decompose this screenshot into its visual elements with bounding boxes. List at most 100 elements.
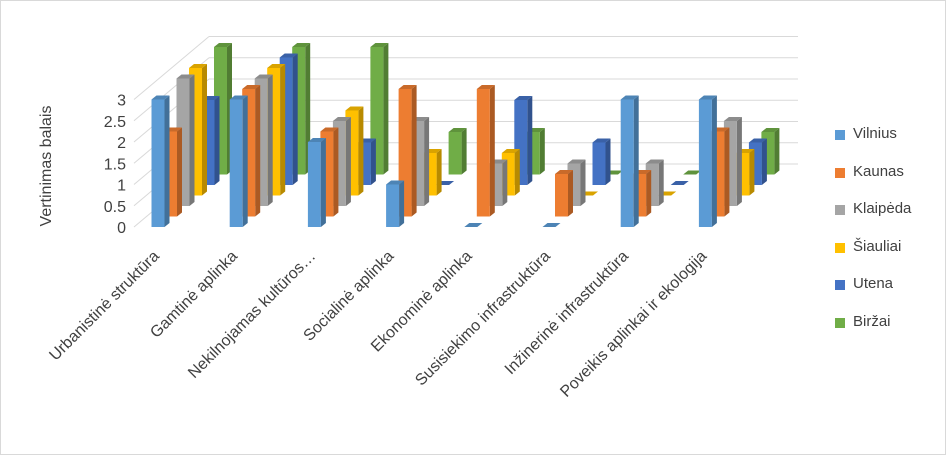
legend-label: Biržai (853, 312, 891, 330)
bar-side (658, 159, 664, 206)
bar-top (332, 117, 351, 121)
bar-top (683, 170, 702, 175)
bar-vilnius-ekonomine-aplinka (464, 223, 483, 227)
bar-top (292, 43, 311, 47)
bar-kaunas-susisiekimo-infrastruktura (555, 170, 573, 217)
bar-top (542, 223, 561, 227)
bar-side (333, 127, 339, 217)
bar-top (698, 95, 717, 100)
bar-top (670, 181, 689, 185)
bar-side (189, 74, 195, 206)
bar-side (280, 64, 286, 196)
y-tick-label: 1.5 (104, 156, 126, 173)
bar-front (229, 99, 243, 227)
bar-side (568, 170, 573, 217)
y-tick-label: 1 (117, 178, 126, 195)
bar-side (461, 128, 467, 175)
x-tick-label: Susisiekimo infrastruktūra (412, 248, 554, 390)
bar-top (386, 180, 405, 185)
bar-top (398, 85, 417, 89)
bar-front (698, 99, 712, 227)
bar-side (502, 159, 508, 206)
bar-side (724, 127, 730, 217)
legend-item-klaipeda: Klaipėda (829, 196, 944, 234)
bar-top (189, 64, 207, 68)
bar-top (592, 138, 611, 143)
legend-label: Klaipėda (853, 200, 912, 217)
legend-item-utena: Utena (829, 271, 944, 309)
bar-top (514, 96, 533, 100)
bar-top (448, 128, 467, 132)
x-tick-label: Urbanistinė struktūra (46, 248, 162, 364)
bar-side (383, 43, 389, 175)
bar-front (555, 174, 568, 217)
bar-top (723, 117, 742, 121)
bar-kaunas-ekonomine-aplinka (476, 85, 495, 217)
bar-side (164, 95, 170, 227)
bar-top (229, 95, 248, 100)
bar-birzai-inzinerine-infrastruktura (683, 170, 702, 175)
bar-side (761, 138, 767, 185)
bar-front (592, 142, 606, 185)
bar-top (748, 138, 767, 143)
legend-swatch (835, 242, 845, 253)
chart-legend: Vilnius Kaunas Klaipėda Šiauliai Utena B… (829, 121, 944, 346)
bar-side (436, 149, 442, 196)
bar-top (370, 43, 389, 47)
bar-top (555, 170, 573, 174)
bar-top (214, 43, 232, 47)
bar-top (267, 64, 286, 68)
legend-label: Utena (853, 275, 894, 292)
legend-item-kaunas: Kaunas (829, 159, 944, 197)
bar-vilnius-gamtine-aplinka (229, 95, 248, 227)
bar-birzai-nekilnojamas-kulturos (370, 43, 389, 175)
bar-side (633, 95, 639, 227)
bar-side (267, 74, 273, 206)
legend-swatch (835, 130, 845, 140)
bar-top (567, 159, 586, 164)
bar-side (539, 128, 545, 175)
y-tick-label: 2.5 (104, 114, 126, 131)
bar-side (345, 117, 351, 206)
y-axis-title: Vertinimas balais (38, 106, 55, 227)
bar-vilnius-nekilnojamas-kulturos (307, 138, 326, 227)
bar-top (279, 53, 298, 58)
gridline-side (133, 36, 210, 100)
bar-side (320, 138, 326, 227)
y-tick-label: 0.5 (104, 199, 126, 216)
bar-side (605, 138, 611, 185)
bar-side (177, 127, 182, 217)
bar-side (646, 170, 652, 217)
bar-top (345, 106, 364, 111)
bar-front (620, 99, 634, 227)
bar-top (761, 128, 780, 132)
bar-side (424, 117, 430, 206)
bars (151, 43, 780, 227)
y-tick-label: 3 (117, 93, 126, 110)
legend-label: Kaunas (853, 162, 904, 180)
bar-front (151, 99, 165, 227)
bar-top (501, 149, 520, 153)
y-tick-label: 2 (117, 135, 126, 152)
legend-item-siauliai: Šiauliai (829, 234, 944, 272)
bar-front (307, 142, 321, 227)
bar-side (292, 53, 298, 185)
legend-swatch (835, 317, 845, 328)
bar-top (464, 223, 483, 227)
bar-side (358, 106, 364, 196)
bar-top (320, 127, 339, 132)
bar-front (386, 184, 400, 227)
bar-side (255, 85, 261, 217)
bar-side (399, 180, 405, 227)
bar-utena-susisiekimo-infrastruktura (592, 138, 611, 185)
bar-top (176, 74, 195, 79)
legend-label: Šiauliai (853, 237, 902, 255)
bar-side (527, 96, 533, 185)
bar-side (749, 149, 755, 196)
bar-vilnius-susisiekimo-infrastruktura (542, 223, 561, 227)
bar-top (254, 74, 273, 79)
bar-side (736, 117, 742, 206)
legend-swatch (835, 167, 845, 178)
bar-top (645, 159, 664, 164)
